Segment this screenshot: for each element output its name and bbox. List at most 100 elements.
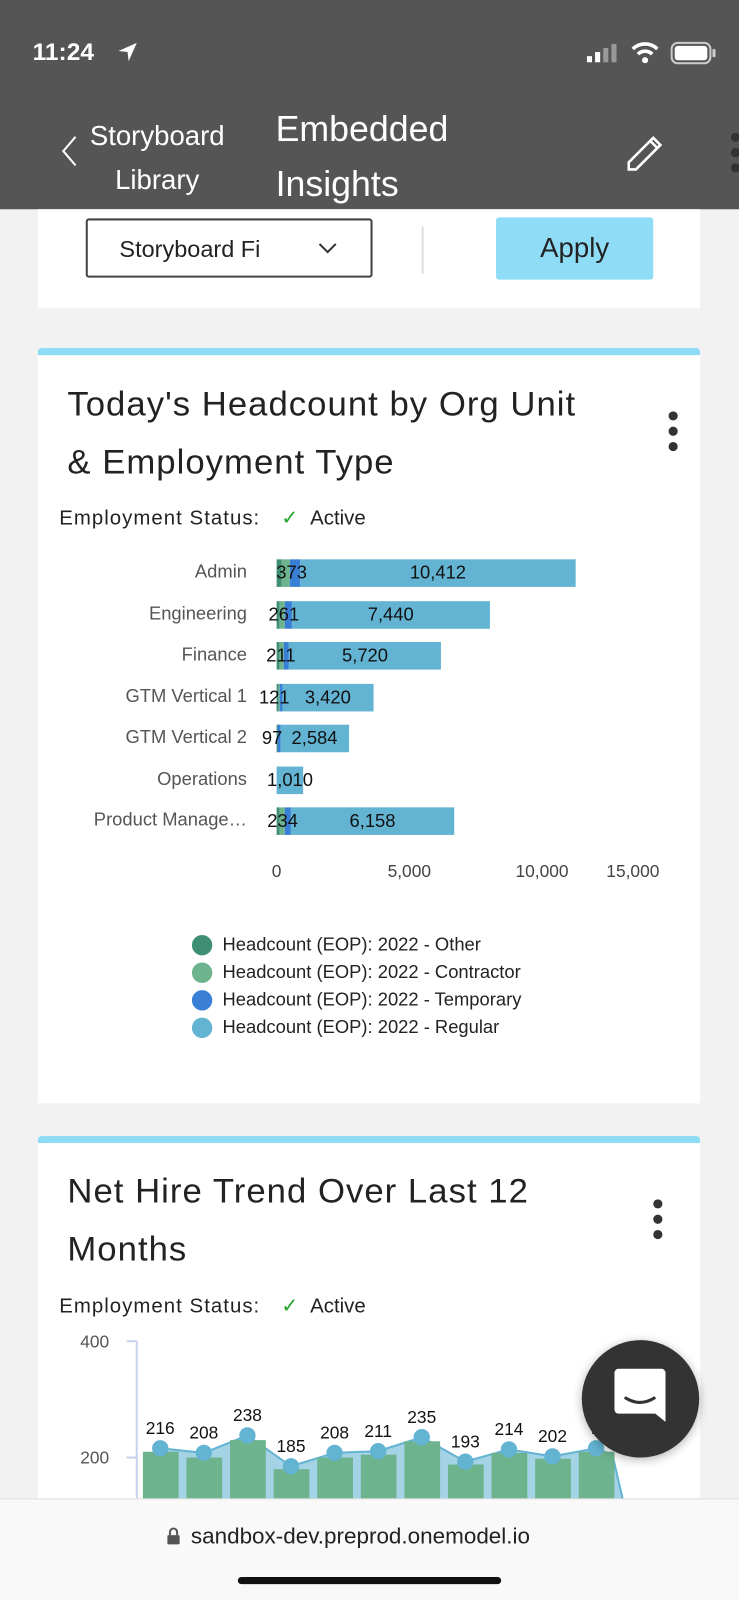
legend-label: Headcount (EOP): 2022 - Other bbox=[222, 933, 481, 955]
data-label: 6,158 bbox=[349, 810, 396, 831]
legend-item[interactable]: Headcount (EOP): 2022 - Contractor bbox=[191, 958, 521, 986]
category-label: Product Manage… bbox=[93, 809, 248, 830]
category-label: GTM Vertical 2 bbox=[125, 726, 248, 748]
data-label: 234 bbox=[267, 810, 298, 831]
divider bbox=[421, 226, 424, 274]
card-menu-icon[interactable] bbox=[668, 411, 679, 457]
data-label: 216 bbox=[146, 1418, 175, 1438]
back-label-line2: Library bbox=[115, 164, 200, 195]
bar-segment[interactable] bbox=[279, 683, 283, 711]
bar-segment[interactable] bbox=[281, 559, 290, 587]
bar-segment[interactable] bbox=[292, 600, 490, 629]
x-tick-label: 5,000 bbox=[387, 861, 432, 881]
bar-segment[interactable] bbox=[283, 642, 290, 670]
chat-icon bbox=[614, 1368, 666, 1422]
status-value: Active bbox=[310, 507, 366, 530]
bar-segment[interactable] bbox=[284, 807, 291, 835]
title-line1: Embedded bbox=[275, 109, 449, 150]
legend-label: Headcount (EOP): 2022 - Contractor bbox=[222, 961, 521, 982]
line-point bbox=[457, 1453, 474, 1470]
bar-segment[interactable] bbox=[277, 724, 281, 753]
data-label: 235 bbox=[407, 1407, 436, 1427]
bar-segment[interactable] bbox=[276, 559, 282, 587]
data-label: 208 bbox=[320, 1423, 349, 1443]
title-line2: Months bbox=[67, 1229, 188, 1269]
data-label: 373 bbox=[276, 562, 307, 583]
data-label: 202 bbox=[538, 1426, 567, 1446]
card-title: Today's Headcount by Org Unit & Employme… bbox=[67, 376, 576, 492]
card-menu-icon[interactable] bbox=[653, 1199, 663, 1245]
bar-segment[interactable] bbox=[290, 807, 455, 835]
bar-segment[interactable] bbox=[279, 642, 284, 670]
edit-pencil-icon[interactable] bbox=[623, 133, 666, 176]
bar-segment[interactable] bbox=[276, 807, 280, 835]
legend-item[interactable]: Headcount (EOP): 2022 - Other bbox=[191, 931, 521, 959]
chart-legend: Headcount (EOP): 2022 - Other Headcount … bbox=[191, 931, 522, 1042]
status-label: Employment Status: bbox=[59, 507, 261, 530]
signal-icon bbox=[586, 43, 617, 63]
legend-dot bbox=[191, 1017, 213, 1039]
bar-segment[interactable] bbox=[276, 683, 279, 711]
home-indicator bbox=[237, 1576, 502, 1585]
headcount-bar-chart: Admin 373 10,412 Engineering 261 7,440 Finance… bbox=[93, 559, 659, 881]
back-chevron-icon[interactable] bbox=[59, 133, 79, 170]
data-label: 185 bbox=[277, 1436, 306, 1456]
line-point bbox=[195, 1444, 212, 1462]
data-label: 211 bbox=[266, 645, 296, 666]
chevron-down-icon bbox=[318, 243, 337, 254]
browser-url-bar[interactable]: sandbox-dev.preprod.onemodel.io bbox=[0, 1498, 739, 1600]
employment-status-filter: Employment Status: ✓ Active bbox=[59, 505, 366, 531]
line-point bbox=[370, 1442, 387, 1460]
title-line2: Insights bbox=[275, 164, 399, 205]
line-point bbox=[282, 1458, 300, 1475]
data-label: 10,412 bbox=[409, 562, 467, 583]
line-point bbox=[544, 1448, 561, 1465]
status-time: 11:24 bbox=[32, 38, 94, 67]
apply-button[interactable]: Apply bbox=[496, 217, 654, 280]
bar-segment[interactable] bbox=[279, 807, 285, 835]
data-label: 214 bbox=[494, 1419, 523, 1439]
legend-dot bbox=[191, 990, 213, 1011]
legend-item[interactable]: Headcount (EOP): 2022 - Regular bbox=[191, 1014, 521, 1042]
headcount-card bbox=[37, 348, 701, 1104]
more-menu-icon[interactable] bbox=[730, 132, 739, 179]
battery-icon bbox=[670, 41, 716, 65]
bar-segment[interactable] bbox=[289, 642, 441, 670]
bar-segment[interactable] bbox=[289, 559, 300, 587]
category-label: Operations bbox=[157, 768, 248, 789]
line-point bbox=[500, 1441, 518, 1458]
status-label: Employment Status: bbox=[59, 1295, 261, 1318]
bar-segment[interactable] bbox=[280, 724, 349, 753]
bar-segment[interactable] bbox=[285, 600, 293, 629]
top-bar: 11:24 Storyboard Library Embedded Insigh… bbox=[0, 0, 739, 212]
category-label: Finance bbox=[181, 644, 248, 665]
bar-segment[interactable] bbox=[299, 559, 577, 587]
title-line2: & Employment Type bbox=[67, 442, 395, 482]
data-label: 5,720 bbox=[341, 645, 388, 666]
bar-segment[interactable] bbox=[276, 642, 280, 670]
back-button[interactable]: Storyboard Library bbox=[90, 114, 225, 202]
bar-segment[interactable] bbox=[276, 766, 304, 794]
chat-button[interactable] bbox=[581, 1340, 700, 1458]
data-label: 211 bbox=[364, 1421, 392, 1441]
page-title: Embedded Insights bbox=[276, 102, 449, 212]
y-tick-label: 200 bbox=[80, 1448, 109, 1468]
legend-item[interactable]: Headcount (EOP): 2022 - Temporary bbox=[191, 986, 522, 1014]
legend-label: Headcount (EOP): 2022 - Temporary bbox=[222, 989, 522, 1010]
bar-segment[interactable] bbox=[277, 724, 278, 753]
legend-dot bbox=[191, 935, 213, 956]
data-label: 193 bbox=[451, 1431, 480, 1451]
bar-segment[interactable] bbox=[282, 683, 374, 711]
dropdown-value: Storyboard Fi bbox=[119, 235, 261, 263]
bar-segment[interactable] bbox=[279, 600, 286, 629]
bar-segment[interactable] bbox=[276, 724, 278, 753]
bar-segment[interactable] bbox=[276, 600, 280, 629]
category-label: Admin bbox=[194, 561, 248, 582]
bar-segment[interactable] bbox=[278, 683, 280, 711]
location-arrow-icon bbox=[118, 42, 137, 62]
wifi-icon bbox=[631, 42, 659, 64]
category-label: GTM Vertical 1 bbox=[125, 685, 248, 706]
storyboard-filter-dropdown[interactable]: Storyboard Fi bbox=[85, 218, 373, 278]
data-label: 261 bbox=[268, 603, 300, 625]
